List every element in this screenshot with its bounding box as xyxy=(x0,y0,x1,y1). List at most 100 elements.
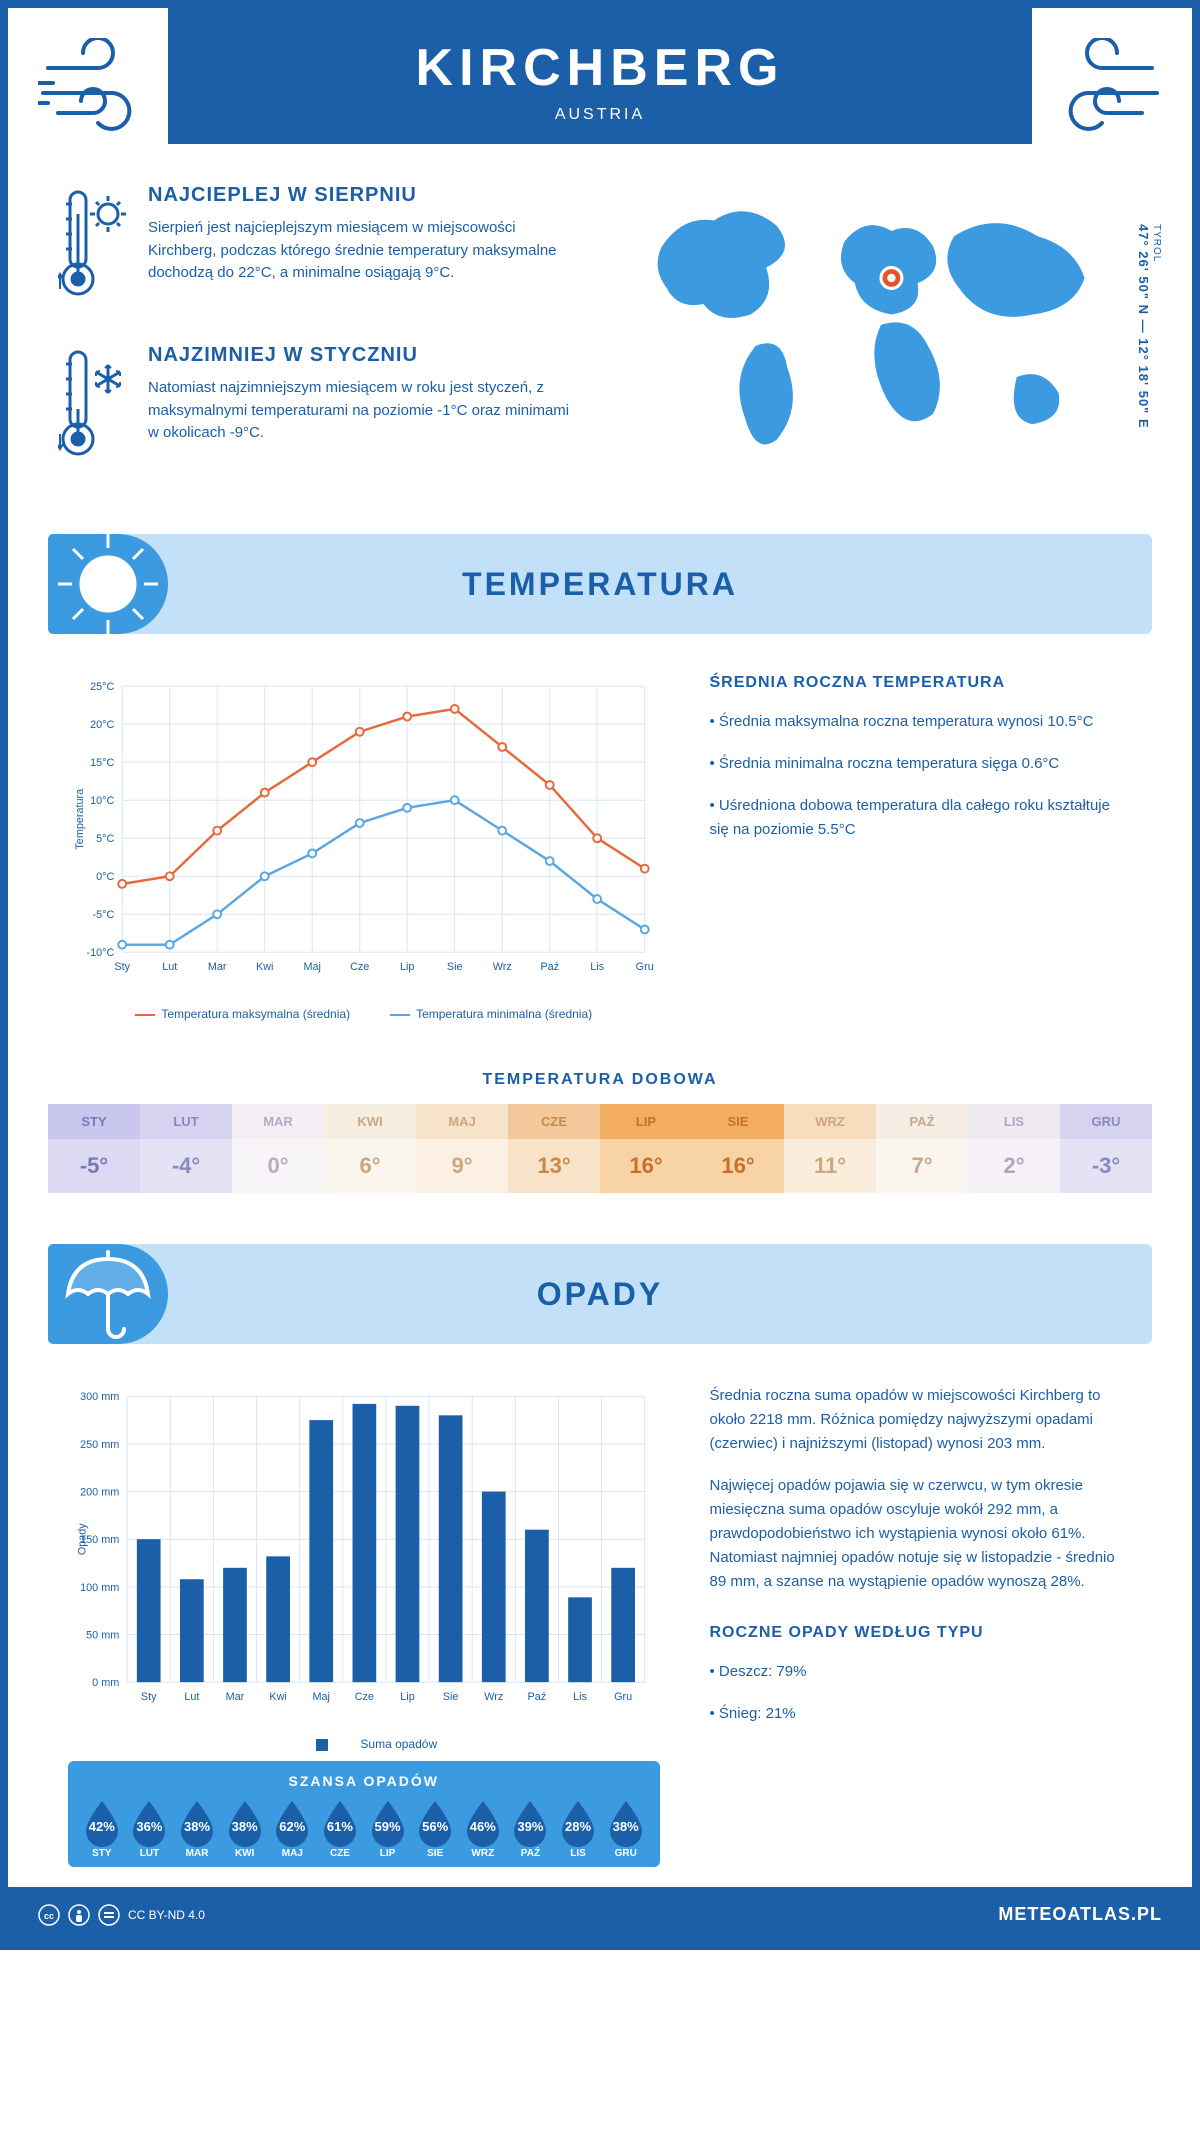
svg-text:Lip: Lip xyxy=(400,961,414,973)
chart-legend: Suma opadów xyxy=(68,1737,660,1751)
chance-drop: 36%LUT xyxy=(128,1799,170,1859)
svg-text:Kwi: Kwi xyxy=(269,1691,286,1703)
site-name: METEOATLAS.PL xyxy=(998,1904,1162,1925)
svg-text:Gru: Gru xyxy=(614,1691,632,1703)
fact-hot-text: Sierpień jest najcieplejszym miesiącem w… xyxy=(148,217,580,285)
city-title: KIRCHBERG xyxy=(168,38,1032,98)
svg-text:Wrz: Wrz xyxy=(484,1691,503,1703)
precipitation-summary: Średnia roczna suma opadów w miejscowośc… xyxy=(710,1384,1133,1867)
fact-cold-title: NAJZIMNIEJ W STYCZNIU xyxy=(148,344,580,367)
chance-drop: 56%SIE xyxy=(414,1799,456,1859)
temp-summary-p3: • Uśredniona dobowa temperatura dla całe… xyxy=(710,794,1133,842)
page: KIRCHBERG AUSTRIA NAJCIEPLEJ W SIERPNIU … xyxy=(0,0,1200,1950)
chance-drop: 46%WRZ xyxy=(462,1799,504,1859)
svg-text:20°C: 20°C xyxy=(90,719,114,731)
temp-cell: WRZ11° xyxy=(784,1104,876,1194)
section-title: OPADY xyxy=(537,1276,663,1313)
svg-text:Lut: Lut xyxy=(162,961,177,973)
svg-text:5°C: 5°C xyxy=(96,833,114,845)
svg-text:50 mm: 50 mm xyxy=(86,1629,119,1641)
sun-icon xyxy=(48,524,168,644)
svg-text:Sty: Sty xyxy=(114,961,130,973)
chance-drop: 62%MAJ xyxy=(271,1799,313,1859)
svg-text:Cze: Cze xyxy=(355,1691,374,1703)
svg-text:100 mm: 100 mm xyxy=(80,1582,119,1594)
chance-drop: 59%LIP xyxy=(367,1799,409,1859)
temp-cell: MAR0° xyxy=(232,1104,324,1194)
wind-icon xyxy=(1042,38,1162,138)
wind-icon xyxy=(38,38,158,138)
fact-hot: NAJCIEPLEJ W SIERPNIU Sierpień jest najc… xyxy=(58,184,580,309)
temp-summary-p1: • Średnia maksymalna roczna temperatura … xyxy=(710,710,1133,734)
section-title: TEMPERATURA xyxy=(462,566,738,603)
svg-text:Sie: Sie xyxy=(447,961,463,973)
daily-temp-table: STY-5°LUT-4°MAR0°KWI6°MAJ9°CZE13°LIP16°S… xyxy=(48,1104,1152,1194)
temp-cell: LIS2° xyxy=(968,1104,1060,1194)
temp-cell: LUT-4° xyxy=(140,1104,232,1194)
legend-max: Temperatura maksymalna (średnia) xyxy=(135,1007,350,1021)
svg-text:Lip: Lip xyxy=(400,1691,414,1703)
svg-text:-5°C: -5°C xyxy=(93,909,115,921)
thermometer-snow-icon xyxy=(58,344,128,469)
temp-cell: MAJ9° xyxy=(416,1104,508,1194)
svg-text:Lis: Lis xyxy=(590,961,604,973)
license: cc CC BY-ND 4.0 xyxy=(38,1904,205,1926)
chance-drop: 39%PAŹ xyxy=(509,1799,551,1859)
chart-legend: Temperatura maksymalna (średnia) Tempera… xyxy=(68,1007,660,1021)
svg-text:Paź: Paź xyxy=(540,961,559,973)
temp-cell: GRU-3° xyxy=(1060,1104,1152,1194)
fact-cold: NAJZIMNIEJ W STYCZNIU Natomiast najzimni… xyxy=(58,344,580,469)
top-section: NAJCIEPLEJ W SIERPNIU Sierpień jest najc… xyxy=(8,144,1192,534)
temp-summary-p2: • Średnia minimalna roczna temperatura s… xyxy=(710,752,1133,776)
fact-cold-text: Natomiast najzimniejszym miesiącem w rok… xyxy=(148,377,580,445)
precipitation-chance-box: SZANSA OPADÓW 42%STY36%LUT38%MAR38%KWI62… xyxy=(68,1761,660,1867)
svg-text:0 mm: 0 mm xyxy=(92,1677,119,1689)
svg-text:-10°C: -10°C xyxy=(87,947,115,959)
fact-hot-title: NAJCIEPLEJ W SIERPNIU xyxy=(148,184,580,207)
header: KIRCHBERG AUSTRIA xyxy=(168,8,1032,144)
temp-cell: CZE13° xyxy=(508,1104,600,1194)
precip-p2: Najwięcej opadów pojawia się w czerwcu, … xyxy=(710,1474,1133,1594)
svg-text:15°C: 15°C xyxy=(90,757,114,769)
legend-min: Temperatura minimalna (średnia) xyxy=(390,1007,592,1021)
section-header-precipitation: OPADY xyxy=(48,1244,1152,1344)
svg-text:Maj: Maj xyxy=(313,1691,330,1703)
chance-drop: 28%LIS xyxy=(557,1799,599,1859)
country-label: AUSTRIA xyxy=(168,106,1032,124)
temp-cell: KWI6° xyxy=(324,1104,416,1194)
legend-sum: Suma opadów xyxy=(290,1737,437,1751)
precip-snow: • Śnieg: 21% xyxy=(710,1702,1133,1726)
coordinates: TYROL 47° 26' 50" N — 12° 18' 50" E xyxy=(1136,224,1162,429)
svg-text:300 mm: 300 mm xyxy=(80,1391,119,1403)
svg-text:cc: cc xyxy=(44,1911,54,1921)
coords-text: 47° 26' 50" N — 12° 18' 50" E xyxy=(1136,224,1151,429)
svg-text:Opady: Opady xyxy=(77,1523,89,1555)
chance-heading: SZANSA OPADÓW xyxy=(78,1773,650,1789)
world-map: TYROL 47° 26' 50" N — 12° 18' 50" E xyxy=(620,184,1142,504)
temp-summary-heading: ŚREDNIA ROCZNA TEMPERATURA xyxy=(710,674,1133,692)
svg-text:Gru: Gru xyxy=(636,961,654,973)
daily-temp-heading: TEMPERATURA DOBOWA xyxy=(8,1071,1192,1089)
by-icon xyxy=(68,1904,90,1926)
svg-text:Mar: Mar xyxy=(208,961,227,973)
license-text: CC BY-ND 4.0 xyxy=(128,1908,205,1922)
svg-text:Cze: Cze xyxy=(350,961,369,973)
cc-icon: cc xyxy=(38,1904,60,1926)
nd-icon xyxy=(98,1904,120,1926)
temperature-summary: ŚREDNIA ROCZNA TEMPERATURA • Średnia mak… xyxy=(710,674,1133,1021)
thermometer-sun-icon xyxy=(58,184,128,309)
svg-text:Maj: Maj xyxy=(303,961,320,973)
svg-text:Sie: Sie xyxy=(443,1691,459,1703)
svg-text:Kwi: Kwi xyxy=(256,961,273,973)
umbrella-icon xyxy=(48,1234,168,1354)
svg-text:Lis: Lis xyxy=(573,1691,587,1703)
precipitation-chart: 0 mm50 mm100 mm150 mm200 mm250 mm300 mmO… xyxy=(68,1384,660,1867)
precip-p1: Średnia roczna suma opadów w miejscowośc… xyxy=(710,1384,1133,1456)
temp-cell: STY-5° xyxy=(48,1104,140,1194)
precip-type-heading: ROCZNE OPADY WEDŁUG TYPU xyxy=(710,1624,1133,1642)
svg-text:200 mm: 200 mm xyxy=(80,1487,119,1499)
svg-text:Paź: Paź xyxy=(528,1691,547,1703)
footer: cc CC BY-ND 4.0 METEOATLAS.PL xyxy=(8,1887,1192,1942)
section-header-temperature: TEMPERATURA xyxy=(48,534,1152,634)
svg-text:250 mm: 250 mm xyxy=(80,1439,119,1451)
